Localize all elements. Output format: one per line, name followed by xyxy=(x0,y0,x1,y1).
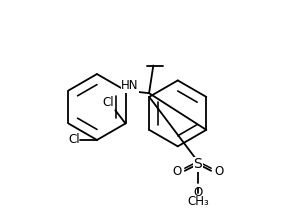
Text: O: O xyxy=(173,165,182,178)
Text: O: O xyxy=(193,186,202,199)
Text: CH₃: CH₃ xyxy=(187,195,209,208)
Text: S: S xyxy=(194,158,202,171)
Text: HN: HN xyxy=(121,79,139,92)
Text: Cl: Cl xyxy=(103,96,115,108)
Text: O: O xyxy=(214,165,223,178)
Text: Cl: Cl xyxy=(68,134,80,146)
